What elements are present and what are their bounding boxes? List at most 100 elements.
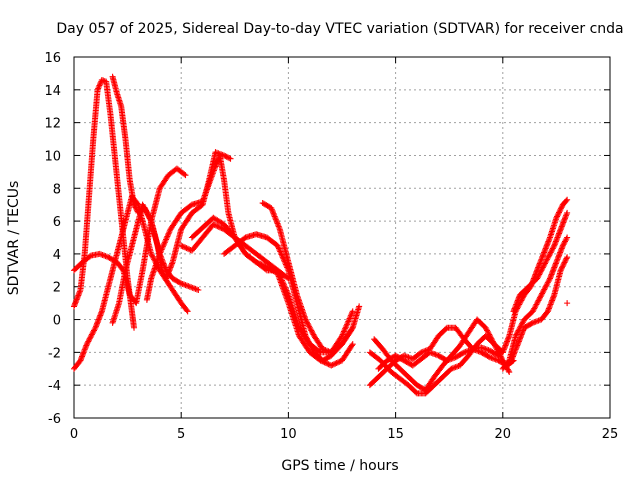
data-point <box>181 171 188 178</box>
y-tick-label: 6 <box>53 215 61 230</box>
data-point <box>88 331 95 338</box>
data-point <box>308 345 315 352</box>
data-point <box>273 219 280 226</box>
data-point <box>307 326 314 333</box>
series-outlier <box>564 300 571 307</box>
data-point <box>349 308 356 315</box>
data-point <box>166 229 173 236</box>
data-point <box>303 335 310 342</box>
x-tick-label: 15 <box>387 427 404 442</box>
data-point <box>276 224 283 231</box>
data-point <box>131 324 138 331</box>
data-point <box>259 262 266 269</box>
data-point <box>277 248 284 255</box>
data-point <box>195 287 202 294</box>
data-point <box>346 315 353 322</box>
data-point <box>306 341 313 348</box>
data-point <box>227 155 234 162</box>
y-tick-label: 10 <box>44 149 61 164</box>
data-point <box>178 242 185 249</box>
plot-frame <box>73 56 611 419</box>
data-point <box>161 239 168 246</box>
data-point <box>159 268 166 275</box>
data-point <box>223 153 230 160</box>
data-point <box>306 339 313 346</box>
data-point <box>140 203 147 210</box>
data-point <box>324 360 331 367</box>
y-tick-label: 12 <box>44 117 61 132</box>
y-tick-label: 0 <box>53 314 61 329</box>
data-point <box>305 322 312 329</box>
y-axis-label: SDTVAR / TECUs <box>6 181 22 296</box>
y-tick-label: 8 <box>53 182 61 197</box>
data-point <box>268 204 275 211</box>
data-point <box>162 237 169 244</box>
chart-title: Day 057 of 2025, Sidereal Day-to-day VTE… <box>56 21 623 37</box>
data-point <box>146 213 153 220</box>
data-point <box>158 248 165 255</box>
data-point <box>271 213 278 220</box>
data-point <box>218 225 225 232</box>
y-tick-label: 4 <box>53 248 61 263</box>
data-point <box>161 240 168 247</box>
data-point <box>87 334 94 341</box>
data-point <box>270 210 277 217</box>
data-point <box>305 338 312 345</box>
data-point <box>325 361 332 368</box>
data-point <box>95 85 102 92</box>
data-point <box>89 330 96 337</box>
data-point <box>213 222 220 229</box>
data-point <box>86 335 93 342</box>
data-point <box>344 319 351 326</box>
data-point <box>222 153 229 160</box>
data-point <box>215 223 222 230</box>
series-trace-g <box>178 221 356 356</box>
data-point <box>255 260 262 267</box>
data-point <box>226 155 233 162</box>
data-point <box>564 300 571 307</box>
data-point <box>347 312 354 319</box>
data-point <box>348 326 355 333</box>
x-tick-label: 0 <box>70 427 78 442</box>
data-point <box>142 207 149 214</box>
y-tick-label: 16 <box>44 51 61 66</box>
data-point <box>344 321 351 328</box>
data-point <box>211 221 218 228</box>
data-point <box>330 361 337 368</box>
data-point <box>182 172 189 179</box>
x-tick-label: 5 <box>177 427 185 442</box>
data-point <box>180 243 187 250</box>
data-point <box>302 332 309 339</box>
data-point <box>307 342 314 349</box>
data-point <box>163 236 170 243</box>
data-point <box>149 253 156 260</box>
series-trace-p <box>499 234 571 372</box>
data-point <box>308 343 315 350</box>
axes: 0 5 10 15 20 25 -6 -4 -2 0 2 4 6 8 10 12 14 16 <box>44 51 618 442</box>
data-point <box>268 206 275 213</box>
x-tick-label: 20 <box>495 427 512 442</box>
data-point <box>340 328 347 335</box>
data-point <box>275 244 282 251</box>
data-point <box>276 247 283 254</box>
data-point <box>348 311 355 318</box>
data-point <box>303 334 310 341</box>
data-point <box>143 208 150 215</box>
data-point <box>304 320 311 327</box>
data-point <box>164 232 171 239</box>
data-point <box>184 308 191 315</box>
data-point <box>148 250 155 257</box>
x-tick-label: 10 <box>280 427 297 442</box>
data-point <box>158 246 165 253</box>
series-trace-h <box>188 214 356 369</box>
data-point <box>332 360 339 367</box>
data-point <box>273 217 280 224</box>
data-point <box>302 316 309 323</box>
data-point <box>275 245 282 252</box>
data-point <box>94 86 101 93</box>
data-point <box>83 341 90 348</box>
data-point <box>261 262 268 269</box>
data-point <box>84 339 91 346</box>
y-tick-label: 14 <box>44 84 61 99</box>
data-point <box>275 223 282 230</box>
